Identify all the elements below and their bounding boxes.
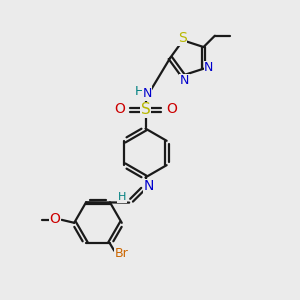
Text: O: O: [166, 102, 177, 116]
Text: Br: Br: [114, 247, 128, 260]
Text: S: S: [141, 102, 150, 117]
Text: N: N: [204, 61, 214, 74]
Text: N: N: [144, 179, 154, 193]
Text: O: O: [114, 102, 125, 116]
Text: O: O: [50, 212, 61, 226]
Text: H: H: [118, 192, 126, 202]
Text: H: H: [134, 85, 144, 98]
Text: N: N: [180, 74, 189, 87]
Text: N: N: [142, 87, 152, 100]
Text: S: S: [178, 31, 186, 45]
